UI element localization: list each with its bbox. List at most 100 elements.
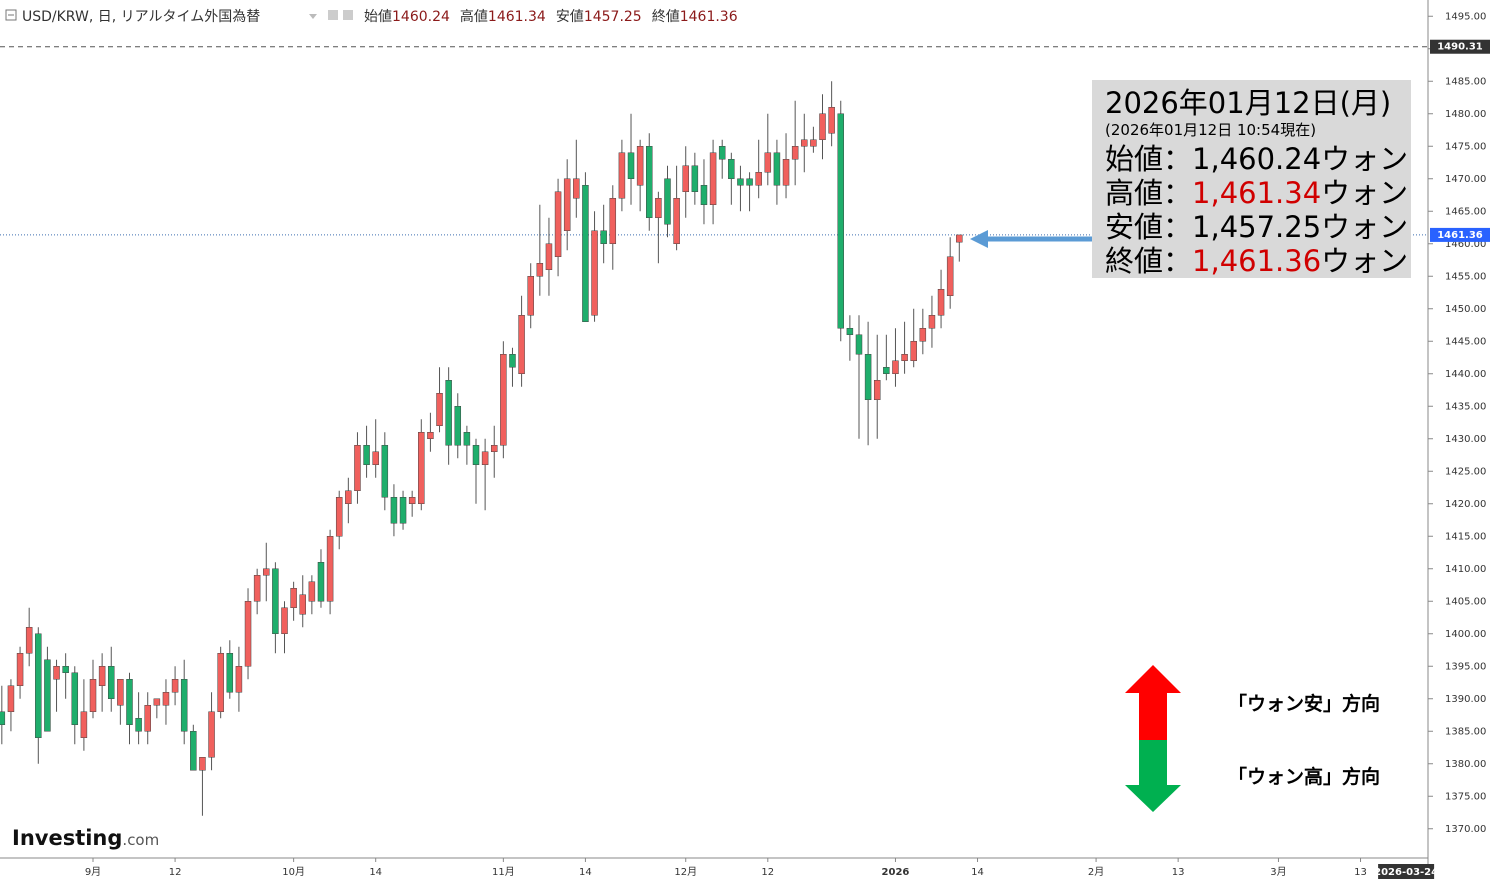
candle-body: [354, 445, 361, 491]
y-tick-label: 1495.00: [1445, 11, 1486, 22]
direction-legend: 「ウォン安」方向 「ウォン高」方向: [1125, 665, 1380, 812]
row-value: 1,461.36: [1192, 244, 1321, 278]
candle-body: [326, 536, 334, 602]
candle-body: [518, 315, 525, 374]
x-tick-label: 13: [1172, 867, 1185, 878]
y-tick-label: 1400.00: [1445, 629, 1486, 640]
x-tick-label: 12月: [674, 866, 697, 878]
y-tick-label: 1430.00: [1445, 434, 1486, 445]
candle-body: [281, 607, 288, 634]
row-label: 高値: [1105, 176, 1163, 210]
candle-body: [25, 627, 33, 654]
plot: [0, 46, 1428, 816]
candle-body: [390, 497, 398, 524]
candle-body: [500, 354, 507, 446]
header-label: 終値: [652, 9, 680, 25]
candle-body: [44, 659, 51, 732]
row-unit: ウォン: [1321, 142, 1408, 176]
candle-body: [253, 575, 261, 602]
candle-body: [910, 341, 917, 361]
y-tick-label: 1370.00: [1445, 824, 1486, 835]
candle-body: [171, 679, 179, 693]
candle-body: [919, 328, 927, 342]
candle-body: [472, 445, 480, 465]
candle-body: [0, 711, 6, 725]
header-value: 1457.25: [584, 9, 642, 25]
up-label: 「ウォン安」方向: [1228, 692, 1380, 715]
candle-body: [655, 198, 662, 218]
candle-body: [582, 185, 589, 322]
candle-body: [263, 568, 270, 576]
header-value: 1461.36: [680, 9, 738, 25]
y-tick-label: 1380.00: [1445, 759, 1486, 770]
row-label: 始値: [1105, 142, 1163, 176]
candle-body: [956, 234, 963, 243]
candle-body: [682, 165, 689, 192]
candle-body: [180, 679, 188, 732]
candle-body: [892, 360, 899, 374]
reference-label-box: [1430, 39, 1490, 54]
y-tick-label: 1470.00: [1445, 174, 1486, 185]
settings-icon: [343, 10, 353, 20]
candle-body: [791, 146, 799, 160]
candle-body: [244, 601, 252, 667]
down-arrow: [1125, 740, 1181, 812]
candle-body: [609, 198, 617, 244]
candle-body: [773, 152, 781, 186]
candle-body: [855, 334, 863, 355]
y-tick-label: 1450.00: [1445, 304, 1486, 315]
candle-body: [700, 185, 708, 205]
x-cursor-label: 2026-03-24: [1374, 867, 1438, 878]
candle-body: [782, 159, 790, 186]
y-tick-label: 1435.00: [1445, 401, 1486, 412]
row-unit: ウォン: [1321, 210, 1408, 244]
candle-body: [864, 354, 872, 400]
y-tick-label: 1465.00: [1445, 206, 1486, 217]
candle-body: [509, 354, 516, 368]
header-label: 高値: [460, 8, 488, 25]
row-value: 1,460.24: [1192, 142, 1321, 176]
candle-body: [928, 315, 936, 329]
candle-body: [627, 152, 635, 179]
candle-body: [828, 107, 835, 134]
candle-body: [317, 562, 325, 602]
row-unit: ウォン: [1321, 176, 1408, 210]
candle-body: [454, 406, 462, 446]
candle-body: [117, 679, 124, 706]
candle-body: [573, 178, 580, 199]
logo: Investing.com: [12, 826, 159, 850]
row-separator: ：: [1163, 244, 1192, 278]
y-tick-label: 1440.00: [1445, 369, 1486, 380]
candle-body: [381, 445, 389, 498]
header-label: 始値: [364, 9, 392, 25]
candle-body: [545, 243, 553, 270]
candle-body: [53, 666, 60, 680]
candle-body: [490, 445, 498, 452]
candle-body: [445, 380, 452, 446]
header: USD/KRW, 日, リアルタイム外国為替 始値1460.24 高値1461.3…: [5, 8, 738, 25]
y-tick-label: 1425.00: [1445, 466, 1486, 477]
annotation-date: 2026年01月12日(月): [1105, 86, 1391, 120]
candle-body: [427, 432, 434, 439]
annotation-box: [1092, 80, 1411, 278]
reference-label: 1490.31: [1437, 42, 1483, 53]
row-value: 1,457.25: [1192, 210, 1321, 244]
candle-body: [673, 198, 680, 244]
candle-body: [737, 178, 744, 186]
row-unit: ウォン: [1321, 244, 1408, 278]
candle-body: [126, 679, 133, 725]
y-tick-label: 1480.00: [1445, 109, 1486, 120]
header-value: 1460.24: [392, 9, 450, 25]
x-tick-label: 14: [369, 867, 382, 878]
candle-body: [345, 490, 352, 504]
y-tick-label: 1460.00: [1445, 239, 1486, 250]
row-separator: ：: [1163, 142, 1192, 176]
candle-body: [107, 666, 115, 699]
candle-body: [335, 497, 343, 537]
y-tick-label: 1420.00: [1445, 499, 1486, 510]
candle-body: [463, 432, 471, 446]
candle-body: [7, 685, 15, 712]
candle-body: [62, 666, 69, 673]
candle-body: [527, 276, 534, 316]
x-tick-label: 11月: [492, 866, 515, 878]
